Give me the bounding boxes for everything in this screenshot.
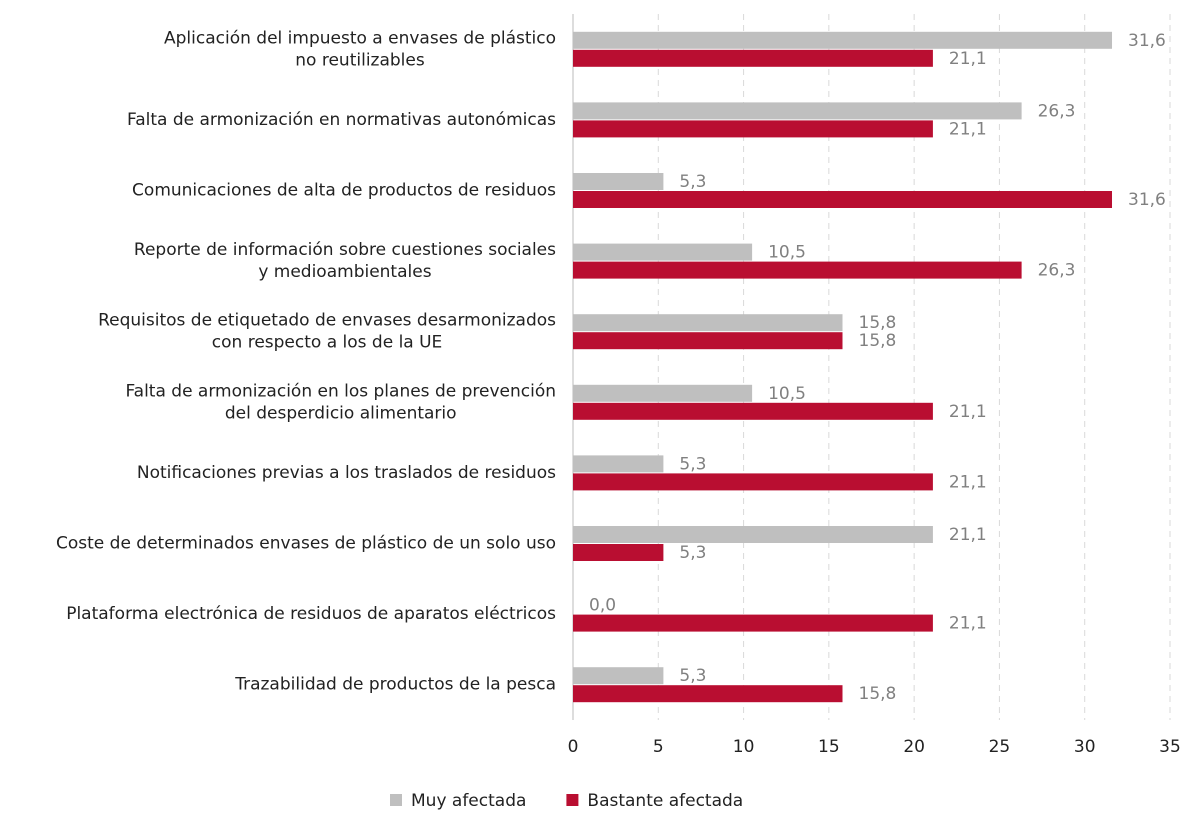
value-label: 5,3 — [679, 543, 706, 563]
bar — [573, 473, 933, 491]
category-label: Falta de armonización en los planes de p… — [125, 381, 556, 423]
x-tick-label: 20 — [903, 737, 925, 757]
x-tick-label: 0 — [568, 737, 579, 757]
category-label: Comunicaciones de alta de productos de r… — [132, 181, 556, 201]
value-label: 0,0 — [589, 596, 616, 616]
bar — [573, 685, 843, 703]
bar — [573, 614, 933, 632]
bar — [573, 243, 753, 261]
value-label: 15,8 — [859, 684, 897, 704]
bar — [573, 173, 664, 190]
bar — [573, 261, 1022, 279]
legend-label: Muy afectada — [411, 791, 526, 811]
bar — [573, 384, 753, 402]
category-label: Trazabilidad de productos de la pesca — [234, 675, 556, 695]
value-label: 10,5 — [768, 384, 806, 404]
value-label: 21,1 — [949, 402, 987, 422]
bar — [573, 120, 933, 138]
value-label: 21,1 — [949, 525, 987, 545]
bar — [573, 49, 933, 67]
value-label: 31,6 — [1128, 31, 1166, 51]
bar — [573, 667, 664, 685]
x-tick-label: 30 — [1074, 737, 1096, 757]
value-label: 5,3 — [679, 666, 706, 686]
category-label: Plataforma electrónica de residuos de ap… — [66, 604, 556, 624]
bar — [573, 332, 843, 350]
bar — [573, 102, 1022, 120]
value-label: 21,1 — [949, 472, 987, 492]
category-label: Requisitos de etiquetado de envases desa… — [98, 311, 556, 353]
bar — [573, 526, 933, 543]
value-label: 15,8 — [859, 313, 897, 333]
legend-label: Bastante afectada — [587, 791, 743, 811]
bar — [573, 191, 1113, 208]
category-label: Falta de armonización en normativas auto… — [127, 110, 556, 130]
category-label: Coste de determinados envases de plástic… — [56, 534, 556, 554]
category-label: Aplicación del impuesto a envases de plá… — [164, 28, 556, 70]
value-label: 26,3 — [1038, 101, 1076, 121]
value-label: 26,3 — [1038, 261, 1076, 281]
bar — [573, 314, 843, 332]
legend-swatch — [390, 794, 402, 806]
value-label: 5,3 — [679, 454, 706, 474]
x-tick-label: 25 — [989, 737, 1011, 757]
x-tick-label: 5 — [653, 737, 664, 757]
value-label: 31,6 — [1128, 190, 1166, 210]
value-label: 15,8 — [859, 331, 897, 351]
value-label: 5,3 — [679, 172, 706, 192]
bar — [573, 402, 933, 420]
category-label: Notificaciones previas a los traslados d… — [137, 463, 556, 483]
value-label: 21,1 — [949, 49, 987, 69]
bar — [573, 31, 1113, 49]
value-label: 10,5 — [768, 243, 806, 263]
bar — [573, 455, 664, 473]
bar — [573, 544, 664, 561]
x-tick-label: 10 — [733, 737, 755, 757]
legend-swatch — [566, 794, 579, 806]
value-label: 21,1 — [949, 614, 987, 634]
value-label: 21,1 — [949, 119, 987, 139]
x-tick-label: 15 — [818, 737, 840, 757]
x-tick-label: 35 — [1159, 737, 1181, 757]
category-label: Reporte de información sobre cuestiones … — [134, 240, 556, 282]
